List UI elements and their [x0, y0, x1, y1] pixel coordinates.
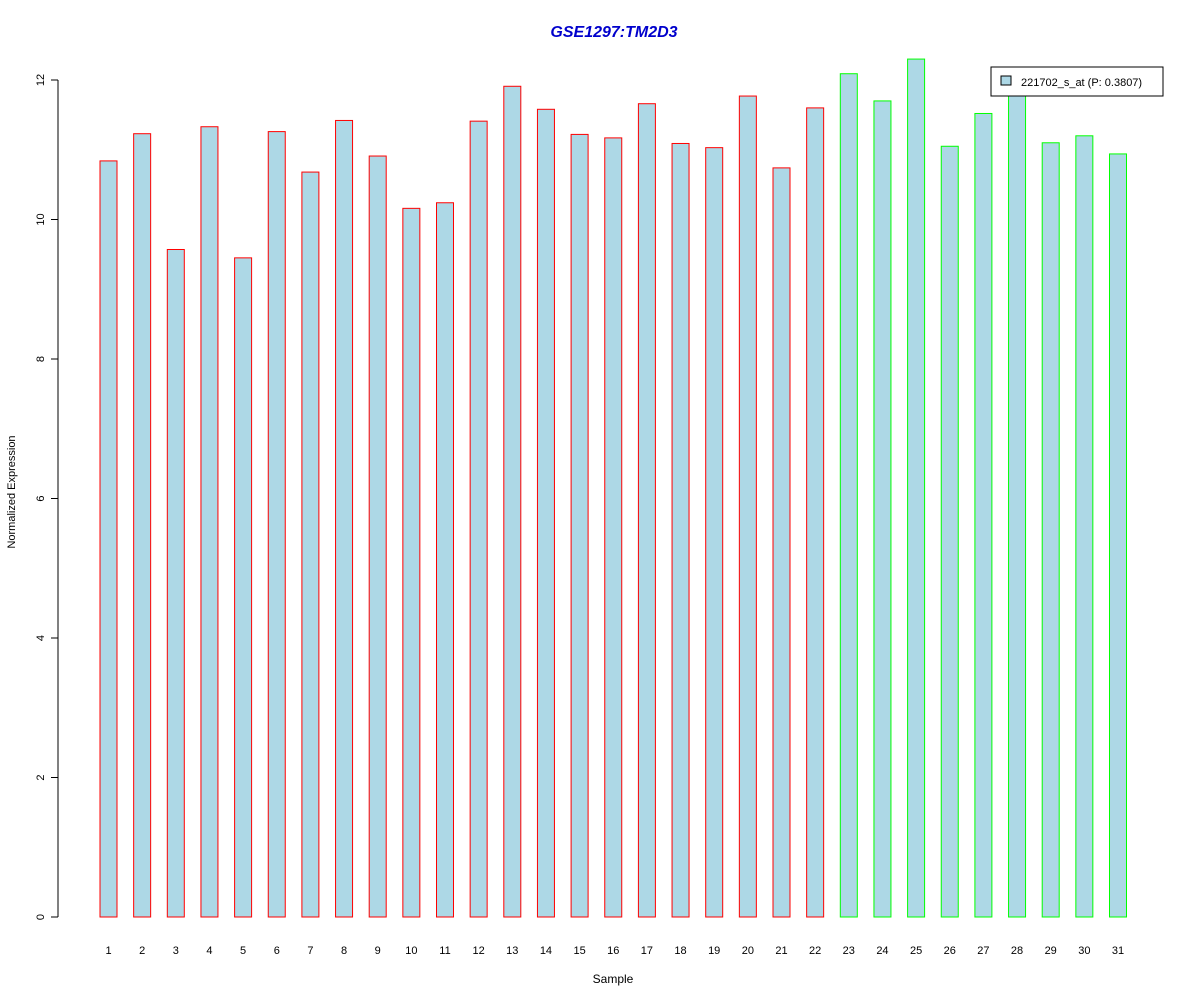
- y-tick-label: 6: [35, 495, 47, 501]
- x-tick-label: 16: [607, 945, 619, 957]
- bar-sample-16: [604, 137, 623, 918]
- x-tick-label: 17: [641, 945, 653, 957]
- legend-label: 221702_s_at (P: 0.3807): [1021, 77, 1142, 89]
- y-tick-label: 4: [35, 635, 47, 641]
- legend-box: [990, 66, 1164, 97]
- x-tick-label: 9: [375, 945, 381, 957]
- chart-title: GSE1297:TM2D3: [550, 24, 677, 41]
- bar-sample-6: [267, 131, 286, 918]
- bar-sample-17: [637, 103, 656, 918]
- bar-sample-14: [536, 108, 555, 918]
- bar-sample-27: [974, 112, 993, 918]
- x-tick-label: 27: [977, 945, 989, 957]
- x-tick-label: 15: [573, 945, 585, 957]
- x-tick-label: 25: [910, 945, 922, 957]
- x-tick-label: 5: [240, 945, 246, 957]
- bar-sample-2: [133, 133, 152, 918]
- bar-sample-20: [738, 95, 757, 918]
- bar-sample-31: [1109, 153, 1127, 918]
- bar-sample-25: [907, 58, 926, 918]
- bar-sample-22: [806, 107, 825, 918]
- x-tick-label: 11: [439, 945, 450, 957]
- y-axis-label: Normalized Expression: [6, 435, 18, 548]
- x-tick-label: 28: [1011, 945, 1023, 957]
- bar-sample-11: [436, 202, 454, 918]
- bar-sample-8: [335, 119, 354, 918]
- y-tick-label: 8: [35, 356, 47, 362]
- x-axis-label: Sample: [593, 972, 634, 986]
- x-tick-label: 14: [540, 945, 552, 957]
- x-tick-label: 7: [307, 945, 313, 957]
- bar-sample-5: [234, 257, 253, 918]
- x-tick-label: 10: [405, 945, 417, 957]
- bar-sample-23: [839, 73, 858, 918]
- bar-sample-19: [705, 147, 724, 918]
- x-tick-label: 13: [506, 945, 518, 957]
- x-tick-label: 1: [105, 945, 111, 957]
- x-tick-label: 26: [944, 945, 956, 957]
- bar-sample-13: [503, 85, 522, 918]
- x-tick-label: 18: [674, 945, 686, 957]
- x-tick-label: 21: [775, 945, 787, 957]
- x-tick-label: 22: [809, 945, 821, 957]
- y-tick-label: 12: [35, 74, 47, 86]
- x-tick-label: 2: [139, 945, 145, 957]
- bar-sample-30: [1075, 135, 1094, 918]
- x-tick-label: 3: [173, 945, 179, 957]
- y-tick-label: 10: [35, 213, 47, 225]
- x-tick-label: 4: [206, 945, 212, 957]
- x-tick-label: 12: [473, 945, 485, 957]
- bar-sample-4: [200, 126, 219, 918]
- y-tick-label: 2: [35, 774, 47, 780]
- x-tick-label: 6: [274, 945, 280, 957]
- x-tick-label: 24: [876, 945, 888, 957]
- bar-sample-10: [402, 207, 421, 918]
- bar-sample-24: [873, 100, 892, 918]
- bar-sample-18: [671, 142, 690, 918]
- bar-sample-21: [772, 167, 791, 918]
- bar-sample-26: [940, 145, 959, 918]
- x-tick-label: 19: [708, 945, 720, 957]
- x-tick-label: 31: [1112, 945, 1124, 957]
- y-tick-label: 0: [35, 914, 47, 920]
- x-tick-label: 30: [1078, 945, 1090, 957]
- y-axis: 0 2 4 6 8 10 12: [35, 74, 59, 920]
- bar-sample-12: [469, 120, 488, 918]
- bar-sample-3: [166, 248, 185, 918]
- x-tick-label: 23: [843, 945, 855, 957]
- bar-sample-1: [99, 160, 118, 918]
- bar-sample-29: [1041, 142, 1060, 918]
- x-tick-label: 8: [341, 945, 347, 957]
- x-tick-label: 20: [742, 945, 754, 957]
- bars-group: [99, 58, 1127, 918]
- bar-sample-7: [301, 171, 320, 918]
- bar-sample-15: [570, 133, 589, 918]
- legend: 221702_s_at (P: 0.3807): [990, 66, 1164, 97]
- bar-sample-9: [368, 155, 387, 918]
- x-tick-label: 29: [1045, 945, 1057, 957]
- x-tick-labels: 1 2 3 4 5 6 7 8 9 10 11 12 13 14 15 16 17 18 19 20 21 22 23 24 2…: [105, 945, 1124, 957]
- legend-swatch: [1000, 75, 1012, 86]
- bar-sample-28: [1008, 86, 1027, 918]
